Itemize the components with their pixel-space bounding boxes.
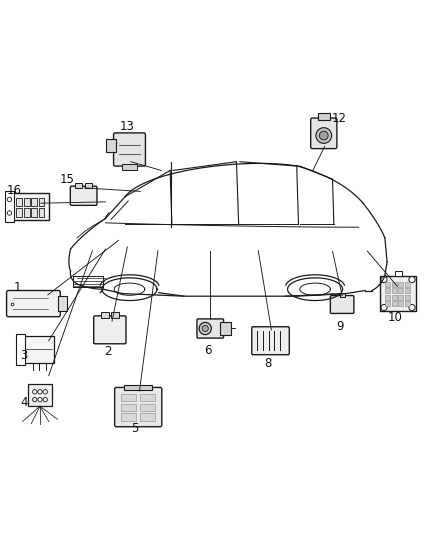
- Bar: [16, 334, 25, 365]
- Bar: [220, 321, 230, 335]
- Circle shape: [381, 277, 387, 282]
- Bar: [24, 336, 54, 362]
- Bar: [392, 282, 397, 287]
- Text: 4: 4: [21, 396, 28, 409]
- Bar: [6, 191, 14, 222]
- FancyBboxPatch shape: [113, 133, 145, 166]
- Text: 6: 6: [204, 344, 212, 357]
- FancyBboxPatch shape: [94, 316, 126, 344]
- Bar: [24, 208, 29, 217]
- FancyBboxPatch shape: [330, 295, 354, 313]
- Circle shape: [319, 131, 328, 140]
- Bar: [339, 293, 345, 297]
- Bar: [385, 282, 390, 287]
- FancyBboxPatch shape: [71, 186, 97, 205]
- Bar: [140, 413, 155, 421]
- Bar: [405, 302, 410, 306]
- Circle shape: [409, 277, 415, 282]
- Bar: [392, 295, 397, 300]
- Text: 1: 1: [14, 280, 21, 294]
- Bar: [121, 403, 136, 411]
- Bar: [101, 312, 109, 318]
- Text: 9: 9: [336, 320, 343, 333]
- Bar: [405, 288, 410, 293]
- Bar: [75, 183, 82, 188]
- Circle shape: [7, 211, 12, 215]
- Bar: [85, 183, 92, 188]
- Bar: [318, 113, 330, 120]
- FancyBboxPatch shape: [7, 290, 60, 317]
- Bar: [124, 385, 152, 390]
- Bar: [399, 288, 403, 293]
- Bar: [106, 140, 116, 152]
- Text: 15: 15: [60, 173, 74, 185]
- Bar: [392, 302, 397, 306]
- Bar: [28, 384, 52, 406]
- Text: 10: 10: [388, 311, 403, 324]
- Bar: [122, 164, 138, 171]
- Circle shape: [409, 304, 415, 311]
- FancyBboxPatch shape: [115, 387, 162, 427]
- Bar: [31, 198, 37, 206]
- Bar: [13, 193, 49, 220]
- Bar: [39, 208, 44, 217]
- Circle shape: [316, 128, 332, 143]
- Bar: [58, 296, 67, 311]
- Bar: [399, 282, 403, 287]
- Text: 12: 12: [332, 111, 347, 125]
- Text: 3: 3: [20, 349, 27, 362]
- Text: 8: 8: [264, 357, 272, 370]
- Bar: [405, 282, 410, 287]
- Text: 16: 16: [7, 183, 22, 197]
- Bar: [140, 403, 155, 411]
- Bar: [24, 198, 29, 206]
- Bar: [380, 276, 416, 311]
- Bar: [399, 295, 403, 300]
- Bar: [16, 208, 22, 217]
- Bar: [121, 413, 136, 421]
- Bar: [140, 394, 155, 401]
- Bar: [395, 271, 402, 276]
- Bar: [385, 302, 390, 306]
- Circle shape: [202, 326, 208, 332]
- Text: 13: 13: [120, 120, 134, 133]
- Circle shape: [381, 304, 387, 311]
- Bar: [31, 208, 37, 217]
- Circle shape: [199, 322, 212, 335]
- Text: 5: 5: [131, 423, 138, 435]
- Bar: [39, 198, 44, 206]
- Bar: [385, 295, 390, 300]
- Text: 2: 2: [104, 345, 111, 358]
- Circle shape: [7, 197, 12, 201]
- Bar: [385, 288, 390, 293]
- Bar: [392, 288, 397, 293]
- Bar: [405, 295, 410, 300]
- FancyBboxPatch shape: [252, 327, 289, 354]
- FancyBboxPatch shape: [197, 319, 223, 338]
- Bar: [111, 312, 119, 318]
- FancyBboxPatch shape: [311, 118, 337, 149]
- Bar: [121, 394, 136, 401]
- Bar: [399, 302, 403, 306]
- Bar: [16, 198, 22, 206]
